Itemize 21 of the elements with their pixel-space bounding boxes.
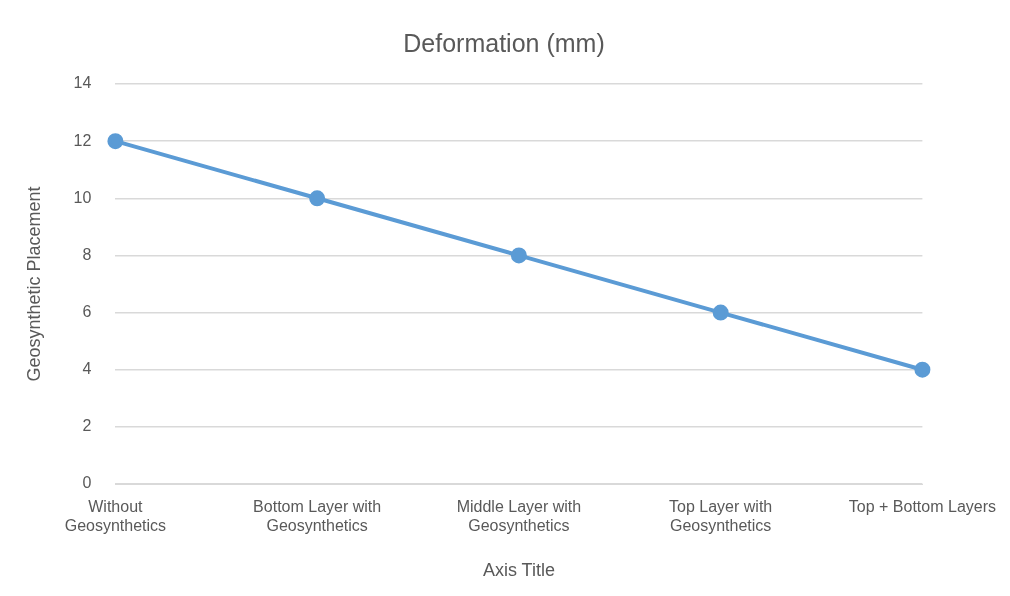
- y-tick-label: 12: [73, 131, 92, 149]
- x-tick-label: Bottom Layer with Geosynthetics: [253, 498, 382, 535]
- point: [510, 247, 527, 264]
- point: [309, 190, 326, 207]
- point: [712, 304, 729, 321]
- y-tick-label: 8: [82, 245, 92, 263]
- y-tick-label: 2: [82, 417, 92, 435]
- y-tick-label: 6: [82, 302, 92, 320]
- chart-title: Deformation (mm): [403, 28, 605, 57]
- y-tick-label: 0: [82, 474, 92, 492]
- point: [914, 361, 931, 378]
- x-tick-label: Top + Bottom Layers: [848, 498, 996, 516]
- y-tick-label: 14: [73, 74, 92, 92]
- x-tick-label: Without Geosynthetics: [64, 498, 167, 535]
- x-axis-title: Axis Title: [482, 560, 555, 581]
- y-tick-label: 4: [82, 360, 92, 378]
- y-axis-title: Geosynthetic Placement: [23, 186, 44, 382]
- x-tick-label: Top Layer with Geosynthetics: [669, 498, 773, 535]
- point: [107, 133, 124, 150]
- x-tick-label: Middle Layer with Geosynthetics: [456, 498, 582, 535]
- y-tick-label: 10: [73, 188, 92, 206]
